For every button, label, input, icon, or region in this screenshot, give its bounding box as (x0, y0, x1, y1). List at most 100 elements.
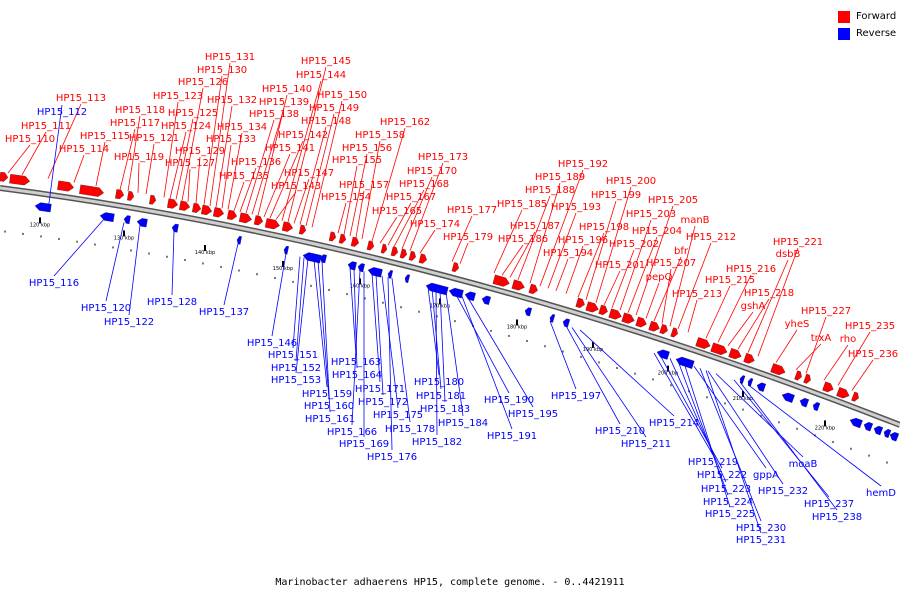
forward-gene (238, 212, 252, 224)
leader-line (851, 359, 874, 391)
gene-label: HP15_138 (249, 109, 299, 120)
legend-forward: Forward (838, 8, 896, 25)
gene-label: HP15_156 (342, 143, 392, 154)
gene-label: HP15_122 (104, 317, 154, 328)
leader-line (707, 370, 784, 485)
gene-label: HP15_194 (543, 248, 593, 259)
leader-line (127, 115, 141, 192)
scale-tick (39, 217, 41, 224)
gene-label: HP15_150 (317, 90, 367, 101)
gene-label: HP15_157 (339, 180, 389, 191)
forward-gene (575, 297, 585, 308)
forward-gene (451, 262, 459, 273)
leader-line (409, 162, 444, 251)
forward-gene (608, 308, 622, 320)
position-dot (166, 255, 168, 258)
leader-line (419, 229, 436, 254)
position-dot (4, 230, 6, 233)
leader-line (611, 249, 635, 308)
position-dot (346, 293, 348, 296)
forward-gene (598, 304, 608, 316)
forward-gene (350, 236, 359, 247)
leader-line (387, 277, 393, 451)
gene-label: HP15_191 (487, 431, 537, 442)
position-dot (562, 350, 564, 353)
forward-gene (511, 279, 525, 291)
gene-label: HP15_203 (626, 209, 676, 220)
leader-line (529, 182, 561, 284)
gene-label: HP15_135 (219, 171, 269, 182)
leader-line (737, 298, 770, 350)
scale-tick (516, 319, 518, 326)
reverse-gene (863, 422, 874, 432)
gene-label: HP15_204 (632, 226, 682, 237)
leader-line (215, 105, 233, 208)
gene-label: HP15_211 (621, 439, 671, 450)
forward-gene (200, 204, 213, 216)
leader-line (435, 289, 438, 436)
leader-line (459, 242, 469, 264)
gene-label: HP15_142 (278, 130, 328, 141)
leader-line (455, 294, 510, 394)
position-dot (886, 461, 888, 464)
leader-line (343, 165, 358, 235)
gene-label: HP15_112 (37, 107, 87, 118)
leader-line (461, 296, 513, 430)
leader-line (391, 278, 411, 423)
gene-label: HP15_140 (262, 84, 312, 95)
leader-line (717, 274, 752, 343)
gene-label: HP15_114 (59, 144, 109, 155)
position-dot (706, 396, 708, 399)
scale-tick-label: 220 kbp (815, 425, 835, 431)
forward-gene (167, 198, 179, 209)
leader-line (509, 231, 536, 278)
gene-label: HP15_139 (259, 97, 309, 108)
gene-label: HP15_177 (447, 205, 497, 216)
position-dot (382, 301, 384, 304)
forward-gene (408, 250, 416, 261)
gene-label: HP15_165 (372, 206, 422, 217)
gene-label: HP15_171 (355, 384, 405, 395)
forward-gene (528, 283, 538, 295)
leader-line (257, 94, 288, 216)
leader-line (747, 384, 882, 487)
leader-line (337, 202, 347, 234)
position-dot (652, 378, 654, 381)
forward-gene (803, 373, 811, 384)
position-dot (508, 334, 510, 337)
leader-line (233, 181, 245, 211)
leader-line (677, 360, 729, 496)
gene-label: HP15_212 (686, 232, 736, 243)
forward-gene (836, 387, 850, 399)
gene-label: HP15_216 (726, 264, 776, 275)
forward-gene (635, 316, 647, 328)
gene-label: HP15_227 (801, 306, 851, 317)
leader-line (517, 195, 551, 280)
gene-label: HP15_110 (5, 134, 55, 145)
scale-tick (359, 278, 361, 285)
position-dot (76, 240, 78, 243)
gene-label: HP15_215 (705, 275, 755, 286)
forward-gene (770, 363, 786, 376)
forward-gene (127, 191, 135, 201)
position-dot (40, 235, 42, 238)
gene-label: HP15_184 (438, 418, 488, 429)
gene-label: HP15_187 (510, 221, 560, 232)
gene-label: HP15_158 (355, 130, 405, 141)
leader-line (379, 216, 398, 244)
reverse-gene (464, 291, 476, 302)
forward-gene (179, 200, 191, 211)
position-dot (256, 273, 258, 276)
leader-line (577, 232, 605, 298)
leader-line (187, 168, 191, 202)
reverse-gene (889, 432, 900, 442)
reverse-gene (481, 295, 491, 305)
gene-label: HP15_238 (812, 512, 862, 523)
strand-legend: Forward Reverse (838, 8, 896, 42)
leader-line (565, 325, 621, 425)
leader-line (493, 209, 523, 274)
leader-line (645, 282, 660, 319)
gene-label: bfr (674, 246, 689, 257)
leader-line (635, 205, 674, 316)
leader-line (393, 189, 425, 247)
